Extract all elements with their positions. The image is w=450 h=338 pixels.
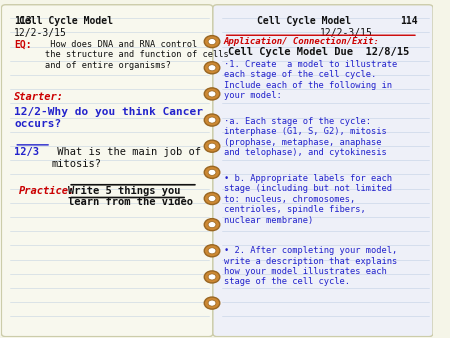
Circle shape [204,192,220,204]
Circle shape [208,169,216,175]
Circle shape [204,245,220,257]
Text: Cell Cycle Model Due  12/8/15: Cell Cycle Model Due 12/8/15 [228,47,409,57]
Circle shape [208,143,216,149]
Text: 12/2-3/15: 12/2-3/15 [320,28,373,38]
Text: Cell Cycle Model: Cell Cycle Model [256,17,351,26]
Circle shape [208,195,216,201]
Circle shape [208,117,216,123]
Text: 12/2-Why do you think Cancer
occurs?: 12/2-Why do you think Cancer occurs? [14,107,203,129]
Circle shape [208,274,216,280]
Circle shape [208,91,216,97]
Text: Starter:: Starter: [14,92,64,102]
Circle shape [208,248,216,254]
Circle shape [204,62,220,74]
Text: EQ:: EQ: [14,40,32,50]
Text: 113: 113 [14,17,32,26]
Text: Cell Cycle Model: Cell Cycle Model [19,17,113,26]
Text: • 2. After completing your model,
write a description that explains
how your mod: • 2. After completing your model, write … [224,246,397,286]
Text: • b. Appropriate labels for each
stage (including but not limited
to: nucleus, c: • b. Appropriate labels for each stage (… [224,174,392,225]
Text: 114: 114 [400,17,418,26]
Circle shape [208,65,216,71]
Circle shape [204,114,220,126]
Circle shape [204,219,220,231]
FancyBboxPatch shape [213,5,433,337]
Circle shape [204,88,220,100]
Circle shape [204,271,220,283]
Circle shape [208,222,216,228]
Text: ·a. Each stage of the cycle:
interphase (G1, S, G2), mitosis
(prophase, metaphas: ·a. Each stage of the cycle: interphase … [224,117,387,157]
Text: 12/3: 12/3 [14,147,39,157]
Circle shape [204,140,220,152]
Text: 12/2-3/15: 12/2-3/15 [14,28,67,38]
Text: Write 5 things you
learn from the video: Write 5 things you learn from the video [68,186,194,208]
FancyBboxPatch shape [1,5,213,337]
Circle shape [208,39,216,45]
Circle shape [208,300,216,306]
Circle shape [204,166,220,178]
Text: Practice:: Practice: [18,186,75,196]
Text: Application/ Connection/Exit:: Application/ Connection/Exit: [224,37,379,46]
Text: How does DNA and RNA control
the structure and function of cells
and of entire o: How does DNA and RNA control the structu… [45,40,228,70]
Text: What is the main job of
mitosis?: What is the main job of mitosis? [51,147,201,169]
Circle shape [204,297,220,309]
Circle shape [204,35,220,48]
Text: ·1. Create  a model to illustrate
each stage of the cell cycle.
Include each of : ·1. Create a model to illustrate each st… [224,60,397,100]
